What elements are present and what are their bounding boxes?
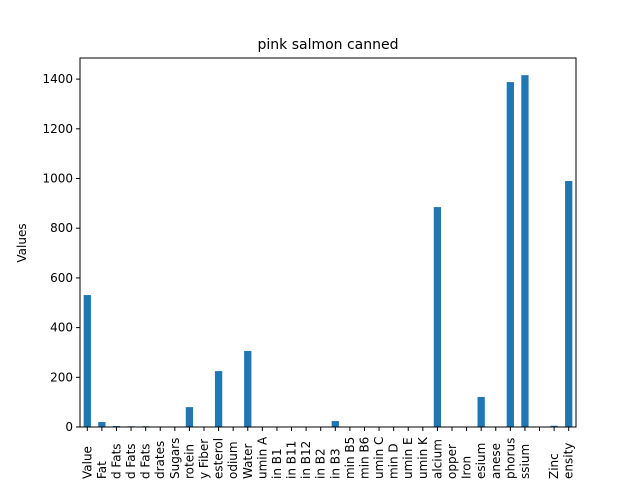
- y-tick-label: 400: [50, 321, 73, 335]
- x-tick-label: phorus: [503, 438, 517, 479]
- x-tick-label: umin A: [255, 436, 269, 479]
- x-tick-label: alcium: [430, 439, 444, 479]
- x-tick-label: in B11: [285, 441, 299, 479]
- y-axis-label: Values: [15, 223, 29, 262]
- x-tick-label: Fat: [95, 461, 109, 479]
- x-tick-label: min D: [387, 443, 401, 479]
- x-tick-label: min B6: [357, 437, 371, 479]
- bar: [185, 407, 194, 427]
- x-tick-label: rotein: [182, 444, 196, 479]
- x-tick-label: y Fiber: [197, 439, 211, 479]
- chart-title: pink salmon canned: [257, 37, 398, 53]
- x-tick-label: in B3: [328, 448, 342, 479]
- x-tick-label: drates: [153, 441, 167, 479]
- y-tick-label: 200: [50, 370, 73, 384]
- y-tick-label: 1200: [42, 122, 73, 136]
- x-tick-label: d Fats: [124, 443, 138, 479]
- x-tick-label: in B2: [314, 448, 328, 479]
- x-tick-label: esium: [474, 443, 488, 479]
- x-tick-label: d Fats: [139, 443, 153, 479]
- bar: [331, 421, 339, 427]
- y-tick-label: 600: [50, 271, 73, 285]
- bar: [550, 425, 558, 427]
- bar: [521, 75, 529, 428]
- x-tick-label: min B5: [343, 437, 357, 479]
- axes-frame: [79, 57, 577, 428]
- bar: [433, 207, 442, 427]
- x-tick-label: d Fats: [109, 443, 123, 479]
- x-tick-label: Value: [80, 446, 94, 479]
- x-tick-label: ensity: [562, 443, 576, 479]
- bar: [565, 181, 573, 427]
- bar: [506, 82, 514, 427]
- x-tick-label: Water: [241, 443, 255, 479]
- x-tick-label: umin E: [401, 437, 415, 479]
- x-tick-label: opper: [445, 444, 459, 479]
- x-tick-label: Iron: [460, 456, 474, 479]
- x-tick-label: ssium: [518, 444, 532, 479]
- x-tick-label: umin K: [416, 436, 430, 479]
- bar: [98, 422, 106, 427]
- x-tick-label: in B1: [270, 448, 284, 479]
- x-tick-label: odium: [226, 441, 240, 479]
- y-tick-label: 1400: [42, 72, 73, 86]
- x-tick-label: Sugars: [168, 438, 182, 479]
- y-tick-label: 0: [65, 420, 73, 434]
- bar: [214, 371, 223, 427]
- bar: [83, 295, 91, 427]
- y-tick-label: 1000: [42, 172, 73, 186]
- y-tick-label: 800: [50, 221, 73, 235]
- x-tick-label: Zinc: [547, 453, 561, 479]
- x-tick-label: esterol: [212, 438, 226, 479]
- bar: [244, 350, 252, 427]
- x-tick-label: anese: [489, 443, 503, 479]
- bar: [477, 396, 485, 427]
- x-tick-label: umin C: [372, 437, 386, 479]
- x-tick-label: in B12: [299, 441, 313, 479]
